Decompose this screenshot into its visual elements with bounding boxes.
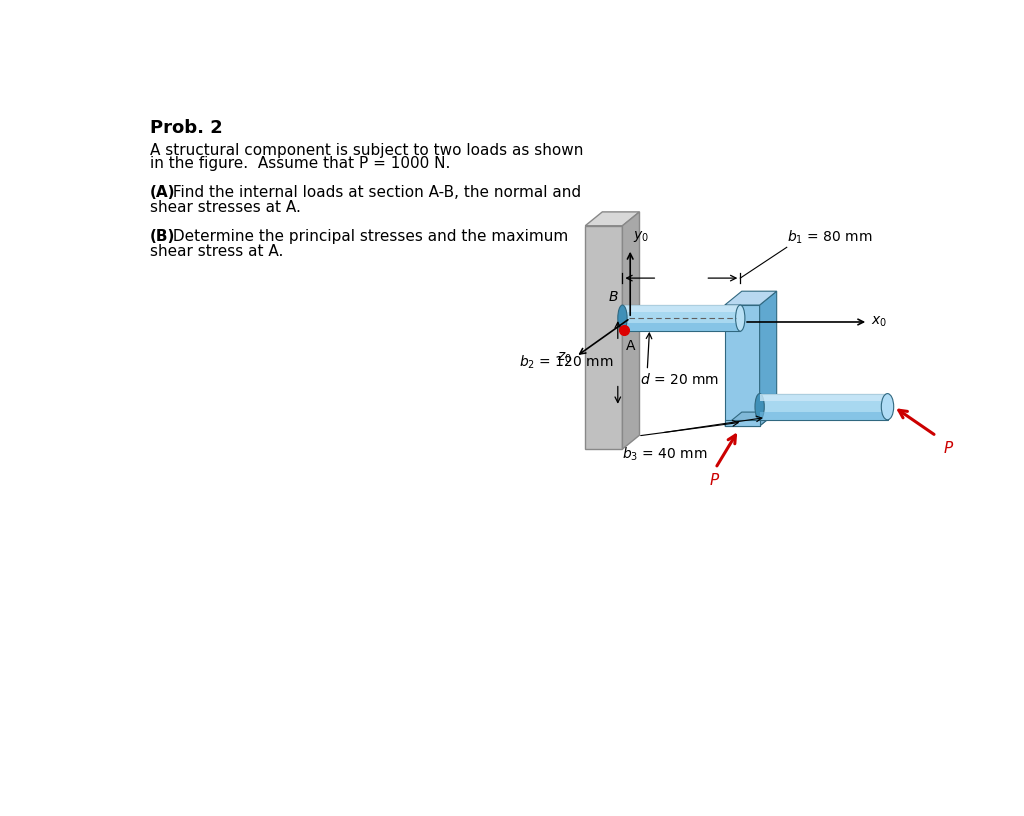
Text: Determine the principal stresses and the maximum: Determine the principal stresses and the…: [168, 228, 567, 244]
Text: $b_1$ = 80 mm: $b_1$ = 80 mm: [786, 228, 872, 246]
Text: $d$ = 20 mm: $d$ = 20 mm: [640, 372, 719, 387]
Polygon shape: [623, 305, 740, 313]
Polygon shape: [623, 305, 740, 331]
Polygon shape: [623, 212, 640, 449]
Text: $y_0$: $y_0$: [633, 229, 648, 244]
Text: $x_0$: $x_0$: [871, 315, 887, 329]
Text: $z_0$: $z_0$: [557, 351, 572, 366]
Ellipse shape: [882, 393, 894, 419]
Text: shear stresses at A.: shear stresses at A.: [150, 201, 301, 215]
Text: shear stress at A.: shear stress at A.: [150, 244, 283, 259]
Polygon shape: [760, 412, 888, 419]
Polygon shape: [725, 291, 776, 305]
Text: $b_3$ = 40 mm: $b_3$ = 40 mm: [623, 446, 709, 463]
Text: in the figure.  Assume that P = 1000 N.: in the figure. Assume that P = 1000 N.: [150, 157, 451, 171]
Ellipse shape: [755, 393, 764, 419]
Text: A structural component is subject to two loads as shown: A structural component is subject to two…: [150, 143, 583, 157]
Polygon shape: [586, 226, 623, 449]
Text: P: P: [944, 441, 953, 455]
Text: Prob. 2: Prob. 2: [150, 119, 222, 137]
Polygon shape: [760, 393, 888, 401]
Polygon shape: [586, 212, 640, 226]
Polygon shape: [725, 419, 760, 426]
Polygon shape: [623, 323, 740, 331]
Polygon shape: [725, 412, 776, 426]
Text: A: A: [626, 339, 635, 353]
Text: P: P: [710, 473, 719, 488]
Text: B: B: [608, 290, 617, 304]
Text: Find the internal loads at section A-B, the normal and: Find the internal loads at section A-B, …: [168, 185, 581, 200]
Text: (A): (A): [150, 185, 175, 200]
Text: $b_2$ = 120 mm: $b_2$ = 120 mm: [519, 353, 614, 371]
Ellipse shape: [735, 305, 744, 331]
Ellipse shape: [617, 305, 627, 331]
Polygon shape: [725, 305, 760, 426]
Polygon shape: [760, 393, 888, 419]
Text: (B): (B): [150, 228, 175, 244]
Polygon shape: [760, 291, 776, 426]
